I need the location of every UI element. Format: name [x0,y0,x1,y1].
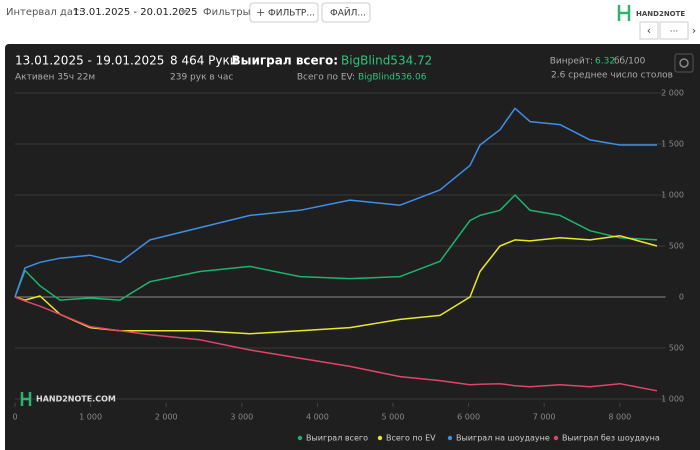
legend-label: Всего по EV [386,434,436,443]
nav-back-icon: ‹ [647,24,651,37]
legend-marker [377,435,383,441]
series-line [14,107,657,298]
legend-label: Выиграл на шоудауне [456,434,550,443]
filters-label: Фильтры: [203,7,254,18]
y-tick-label: 1 000 [661,395,684,404]
settings-button[interactable] [674,53,694,73]
winrate-unit: бб/100 [614,57,646,67]
ev-label: Всего по EV: [297,73,355,83]
x-tick-label: 0 [12,413,17,422]
x-tick-label: 6 000 [457,413,480,422]
winrate-label: Винрейт: [550,57,593,67]
more-button-label: ... [670,25,679,35]
winrate-value: 6.32 [595,57,615,67]
nav-back[interactable] [639,21,659,40]
filter-button-label: ФИЛЬТР... [268,9,315,19]
legend-marker [297,435,303,441]
legend-marker [447,435,453,441]
period: 13.01.2025 - 19.01.2025 [15,54,164,68]
dropdown-arrow[interactable] [180,10,188,14]
tables: 2.6 среднее число столов [551,71,673,81]
settings-icon [679,58,689,68]
won-value: BigBlind534.72 [341,54,432,68]
y-tick-label: 1 000 [661,191,684,200]
date-label: Интервал дат: [6,7,82,18]
hands-per-hour: 239 рук в час [170,73,233,83]
x-tick-label: 5 000 [382,413,405,422]
x-tick-label: 3 000 [230,413,253,422]
date-range[interactable]: 13.01.2025 - 20.01.2025 [73,7,197,18]
y-tick-label: 1 500 [661,140,684,149]
series-line [14,194,658,301]
x-tick-label: 2 000 [155,413,178,422]
x-tick-label: 1 000 [79,413,102,422]
nav-forward-icon[interactable]: › [692,24,696,37]
file-button-label: ФАЙЛ... [330,7,366,19]
logo-icon [617,5,631,21]
watermark-icon [20,392,32,406]
series-line [14,296,658,392]
file-button[interactable] [321,2,371,23]
x-tick-label: 7 000 [533,413,556,422]
x-tick-label: 4 000 [306,413,329,422]
plus-icon: + [256,6,265,19]
hands: 8 464 Руки [170,54,238,68]
ev-value: BigBlind536.06 [358,73,427,83]
legend-label: Выиграл всего [306,434,368,443]
legend-label: Выиграл без шоудауна [562,434,660,443]
y-tick-label: 0 [679,293,684,302]
x-tick-label: 8 000 [608,413,631,422]
y-tick-label: 2 000 [661,89,684,98]
stats-panel [5,44,700,450]
more-button[interactable] [659,21,689,40]
y-tick-label: 500 [669,344,684,353]
active-time: Активен 35ч 22м [15,73,95,83]
filter-button[interactable] [249,2,319,23]
won-label: Выиграл всего: [232,54,339,68]
plot: 1 000 500 0 500 1 000 1 500 2 000 0 1 000 2 000 3 … [12,89,684,443]
logo: HAND2NOTE [636,10,685,18]
legend-marker [553,435,559,441]
y-tick-label: 500 [669,242,684,251]
watermark: HAND2NOTE.COM [36,395,116,404]
